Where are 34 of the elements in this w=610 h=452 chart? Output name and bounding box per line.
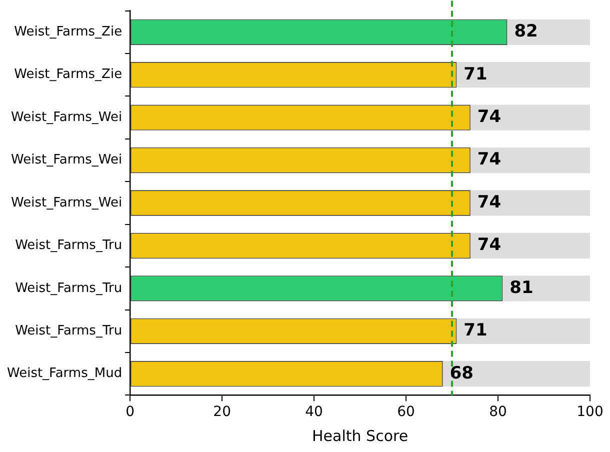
data-label: 74 [477,150,502,170]
bar [470,190,590,216]
y-tick-label: Weist_Farms_Wei [11,152,122,168]
data-label: 82 [514,22,538,42]
x-tick-label: 60 [397,404,415,420]
y-tick-label: Weist_Farms_Mud [6,366,122,382]
bar [470,147,590,174]
x-axis-title: Health Score [312,426,408,445]
bar [442,361,590,387]
data-label: 71 [464,64,488,84]
x-tick-label: 40 [305,404,323,420]
data-label: 68 [450,363,474,384]
y-tick-label: Weist_Farms_Zie [14,67,122,82]
bar [456,318,590,344]
x-tick-label: 20 [213,404,231,420]
bar [470,104,590,130]
y-tick-label: Weist_Farms_Wei [11,110,122,125]
data-label: 71 [464,320,488,341]
x-tick-label: 0 [126,404,135,420]
data-label: 81 [510,278,534,298]
y-tick-label: Weist_Farms_Tru [15,280,122,296]
data-label: 74 [477,192,502,212]
y-tick-label: Weist_Farms_Zie [14,24,122,40]
x-tick-label: 80 [489,404,507,420]
data-label: 74 [477,235,502,256]
y-tick-label: Weist_Farms_Tru [15,238,122,254]
y-tick-label: Weist_Farms_Tru [15,324,122,339]
x-tick-label: 100 [576,404,604,420]
bar [502,276,590,302]
data-label: 74 [477,107,502,127]
bar [456,62,590,88]
bar [470,232,590,259]
y-tick-label: Weist_Farms_Wei [11,195,122,210]
bar [507,19,590,45]
